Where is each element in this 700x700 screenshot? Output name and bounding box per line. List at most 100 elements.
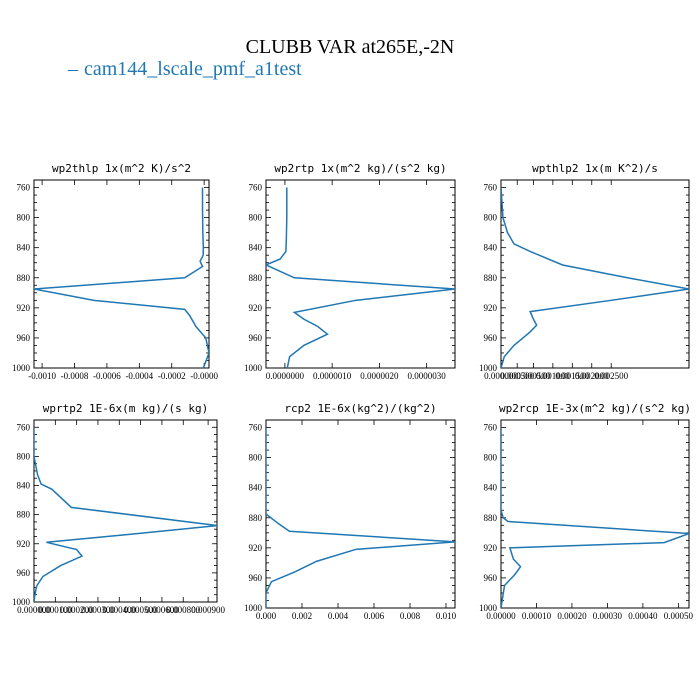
legend: – cam144_lscale_pmf_a1test bbox=[68, 58, 302, 81]
x-tick-label: 0.001000 bbox=[536, 371, 570, 381]
y-tick-label: 760 bbox=[17, 183, 31, 193]
y-tick-label: 920 bbox=[249, 303, 263, 313]
x-tick-label: 0.000500 bbox=[124, 605, 158, 615]
profile-line bbox=[501, 187, 689, 368]
plot-frame bbox=[500, 419, 690, 609]
x-tick-label: 0.001500 bbox=[555, 371, 589, 381]
plot-frame bbox=[265, 419, 456, 609]
y-tick-label: 880 bbox=[17, 510, 31, 520]
x-tick-label: 0.004 bbox=[328, 611, 349, 621]
figure-title: CLUBB VAR at265E,-2N bbox=[245, 36, 455, 58]
y-tick-label: 920 bbox=[17, 303, 31, 313]
y-tick-label: 840 bbox=[484, 483, 498, 493]
y-tick-label: 960 bbox=[484, 333, 498, 343]
legend-line-icon: – bbox=[68, 58, 78, 80]
y-tick-label: 760 bbox=[17, 422, 31, 432]
profile-line bbox=[34, 187, 209, 368]
plot-frame bbox=[500, 179, 690, 369]
subplot-title: wp2rcp 1E-3x(m^2 kg)/(s^2 kg) bbox=[499, 402, 691, 415]
y-tick-label: 840 bbox=[249, 243, 263, 253]
y-tick-label: 800 bbox=[249, 453, 263, 463]
subplot-2: wp2rtp 1x(m^2 kg)/(s^2 kg) 760 800 840 880 92… bbox=[244, 162, 456, 381]
x-tick-label: 0.000400 bbox=[102, 605, 136, 615]
plot-frame bbox=[33, 419, 218, 603]
x-tick-label: -0.0000 bbox=[190, 371, 218, 381]
x-tick-label: 0.0000010 bbox=[313, 371, 352, 381]
y-tick-label: 840 bbox=[484, 243, 498, 253]
y-tick-label: 1000 bbox=[479, 603, 498, 613]
y-tick-label: 760 bbox=[249, 183, 263, 193]
x-tick-label: 0.0000020 bbox=[360, 371, 399, 381]
profile-line bbox=[501, 427, 689, 608]
x-tick-label: -0.0006 bbox=[93, 371, 121, 381]
y-tick-label: 760 bbox=[249, 423, 263, 433]
x-tick-label: 0.006 bbox=[364, 611, 385, 621]
y-tick-label: 800 bbox=[17, 213, 31, 223]
x-tick-label: 0.010 bbox=[436, 611, 457, 621]
x-tick-label: 0.002 bbox=[292, 611, 312, 621]
subplot-title: rcp2 1E-6x(kg^2)/(kg^2) bbox=[284, 402, 436, 415]
subplot-5: rcp2 1E-6x(kg^2)/(kg^2) 760 800 840 880 920 96… bbox=[244, 402, 457, 621]
x-tick-label: 0.00010 bbox=[522, 611, 552, 621]
x-tick-label: 0.000600 bbox=[145, 605, 179, 615]
legend-label: cam144_lscale_pmf_a1test bbox=[84, 58, 302, 80]
y-tick-label: 760 bbox=[484, 183, 498, 193]
y-tick-label: 840 bbox=[249, 483, 263, 493]
subplot-title: wp2thlp 1x(m^2 K)/s^2 bbox=[52, 162, 191, 175]
x-tick-label: 0.000 bbox=[256, 611, 277, 621]
y-tick-label: 920 bbox=[249, 543, 263, 553]
y-tick-label: 1000 bbox=[479, 363, 498, 373]
y-tick-label: 880 bbox=[249, 273, 263, 283]
x-tick-label: 0.000300 bbox=[81, 605, 115, 615]
y-tick-label: 880 bbox=[484, 273, 498, 283]
x-tick-label: 0.0000000 bbox=[266, 371, 305, 381]
y-tick-label: 760 bbox=[484, 423, 498, 433]
x-tick-label: 0.000500 bbox=[500, 371, 534, 381]
y-tick-label: 960 bbox=[17, 333, 31, 343]
y-tick-label: 1000 bbox=[244, 603, 263, 613]
x-tick-label: 0.00050 bbox=[664, 611, 694, 621]
profile-line bbox=[34, 427, 217, 602]
x-tick-label: 0.00020 bbox=[557, 611, 587, 621]
y-tick-label: 800 bbox=[484, 453, 498, 463]
y-tick-label: 800 bbox=[249, 213, 263, 223]
subplot-title: wpthlp2 1x(m K^2)/s bbox=[532, 162, 658, 175]
subplot-1: wp2thlp 1x(m^2 K)/s^2 760 800 840 880 920 960 1… bbox=[12, 162, 219, 381]
x-tick-label: 0.000900 bbox=[191, 605, 225, 615]
x-tick-label: 0.00000 bbox=[486, 611, 516, 621]
x-tick-label: 0.00030 bbox=[593, 611, 623, 621]
subplot-title: wprtp2 1E-6x(m kg)/(s kg) bbox=[43, 402, 209, 415]
plot-frame bbox=[265, 179, 456, 369]
x-tick-label: 0.00040 bbox=[628, 611, 658, 621]
subplot-6: wp2rcp 1E-3x(m^2 kg)/(s^2 kg)760 800 840 88… bbox=[479, 402, 693, 621]
y-tick-label: 960 bbox=[249, 333, 263, 343]
subplot-title: wp2rtp 1x(m^2 kg)/(s^2 kg) bbox=[274, 162, 446, 175]
x-tick-label: 0.0000030 bbox=[408, 371, 447, 381]
y-tick-label: 880 bbox=[249, 513, 263, 523]
y-tick-label: 920 bbox=[17, 539, 31, 549]
y-tick-label: 960 bbox=[17, 568, 31, 578]
x-tick-label: -0.0008 bbox=[61, 371, 89, 381]
x-tick-label: 0.000500 bbox=[517, 371, 551, 381]
y-tick-label: 960 bbox=[249, 573, 263, 583]
y-tick-label: 880 bbox=[17, 273, 31, 283]
profile-line bbox=[266, 187, 455, 368]
x-tick-label: 0.002500 bbox=[594, 371, 628, 381]
y-tick-label: 800 bbox=[17, 451, 31, 461]
y-tick-label: 1000 bbox=[12, 363, 31, 373]
y-tick-label: 1000 bbox=[244, 363, 263, 373]
y-tick-label: 840 bbox=[17, 243, 31, 253]
y-tick-label: 920 bbox=[484, 543, 498, 553]
subplot-3: wpthlp2 1x(m K^2)/s 760 800 840 880 920 960 100… bbox=[479, 162, 690, 381]
subplot-4: wprtp2 1E-6x(m kg)/(s kg) 760 800 840 880 920… bbox=[12, 402, 225, 615]
y-tick-label: 880 bbox=[484, 513, 498, 523]
x-tick-label: 0.000100 bbox=[38, 605, 72, 615]
x-tick-label: 0.000000 bbox=[484, 371, 518, 381]
profile-line bbox=[266, 427, 455, 608]
plot-frame bbox=[33, 179, 210, 369]
x-tick-label: 0.002000 bbox=[575, 371, 609, 381]
x-tick-label: 0.000800 bbox=[166, 605, 200, 615]
x-tick-label: 0.000200 bbox=[60, 605, 94, 615]
y-tick-label: 960 bbox=[484, 573, 498, 583]
